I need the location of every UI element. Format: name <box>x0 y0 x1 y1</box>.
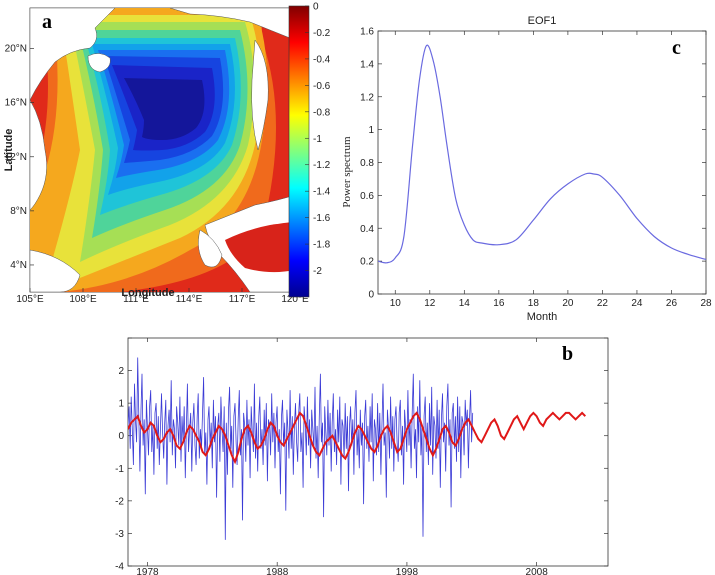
spectrum-y-tick-label: 0 <box>368 290 374 301</box>
spectrum-x-tick-label: 26 <box>666 298 678 309</box>
panel-label-a: a <box>42 11 52 33</box>
spectrum-x-tick-label: 20 <box>562 298 574 309</box>
map-x-tick-label: 108°E <box>69 294 97 305</box>
timeseries-x-tick-label: 1988 <box>266 567 289 575</box>
map-y-ticks: 4°N 8°N 12°N 16°N 20°N <box>5 44 34 271</box>
colorbar-tick-label: -0.4 <box>313 54 331 65</box>
colorbar-tick-label: -1 <box>313 134 322 145</box>
map-x-tick-label: 114°E <box>176 294 203 305</box>
timeseries-y-tick-label: 2 <box>118 366 124 377</box>
spectrum-x-label: Month <box>527 311 558 323</box>
spectrum-x-tick-label: 10 <box>390 298 402 309</box>
spectrum-y-tick-label: 0.8 <box>360 158 374 169</box>
timeseries-smoothed-line <box>128 411 587 465</box>
timeseries-x-tick-label: 2008 <box>526 567 549 575</box>
timeseries-y-tick-label: -3 <box>115 529 124 540</box>
spectrum-title: EOF1 <box>528 15 557 27</box>
timeseries-x-tick-label: 1978 <box>136 567 159 575</box>
map-y-tick-label: 12°N <box>5 152 27 163</box>
colorbar-tick-label: -0.6 <box>313 81 331 92</box>
colorbar-tick-label: -2 <box>313 266 322 277</box>
timeseries-y-tick-label: 0 <box>118 431 124 442</box>
spectrum-x-tick-label: 14 <box>459 298 471 309</box>
panel-b: 1978 1988 1998 2008 -4 -3 -2 -1 0 1 2 b <box>115 337 609 575</box>
colorbar-tick-label: -0.2 <box>313 28 331 39</box>
colorbar-tick-label: -1.6 <box>313 213 331 224</box>
spectrum-y-tick-label: 0.4 <box>360 224 374 235</box>
panel-label-c: c <box>672 37 681 59</box>
spectrum-y-tick-label: 0.2 <box>360 257 374 268</box>
colorbar-tick-label: -1.4 <box>313 187 331 198</box>
timeseries-y-tick-label: -1 <box>115 464 124 475</box>
colorbar-ticks: 0 -0.2 -0.4 -0.6 -0.8 -1 -1.2 -1.4 -1.6 -1.8 -2 <box>305 2 331 277</box>
map-field <box>30 8 295 292</box>
timeseries-monthly-line <box>128 357 474 540</box>
timeseries-x-ticks: 1978 1988 1998 2008 <box>136 338 548 575</box>
spectrum-x-ticks: 10 12 14 16 18 20 22 24 26 28 <box>390 31 712 309</box>
map-y-label: Latitude <box>3 129 15 172</box>
spectrum-y-ticks: 0 0.2 0.4 0.6 0.8 1 1.2 1.4 1.6 <box>360 27 706 301</box>
panel-c: EOF1 10 12 14 16 18 20 22 24 26 28 0 0.2 0.4 0.6 0.8 1… <box>341 15 712 323</box>
map-y-tick-label: 4°N <box>10 260 27 271</box>
timeseries-x-tick-label: 1998 <box>396 567 419 575</box>
spectrum-x-tick-label: 18 <box>528 298 540 309</box>
spectrum-frame <box>377 30 707 295</box>
colorbar-tick-label: -1.2 <box>313 160 331 171</box>
spectrum-y-tick-label: 1.6 <box>360 27 374 38</box>
spectrum-y-tick-label: 1 <box>368 125 374 136</box>
map-x-tick-label: 111°E <box>123 294 149 305</box>
map-x-label: Longitude <box>121 287 174 299</box>
map-y-tick-label: 16°N <box>5 98 27 109</box>
timeseries-y-tick-label: -4 <box>115 562 124 573</box>
panel-label-b: b <box>562 343 573 365</box>
map-x-tick-label: 120°E <box>281 294 309 305</box>
colorbar-tick-label: 0 <box>313 2 319 13</box>
timeseries-frame <box>127 337 609 567</box>
map-y-tick-label: 8°N <box>10 206 27 217</box>
panel-a: 105°E 108°E 111°E 114°E 117°E 120°E 4°N 8°N 12°… <box>3 2 331 306</box>
spectrum-x-tick-label: 12 <box>424 298 436 309</box>
map-x-tick-label: 117°E <box>229 294 256 305</box>
map-x-ticks: 105°E 108°E 111°E 114°E 117°E 120°E <box>16 288 309 305</box>
colorbar <box>288 5 310 298</box>
spectrum-y-tick-label: 1.2 <box>360 92 374 103</box>
spectrum-y-tick-label: 1.4 <box>360 59 374 70</box>
spectrum-y-tick-label: 0.6 <box>360 191 374 202</box>
spectrum-y-label: Power spectrum <box>341 136 353 208</box>
spectrum-x-tick-label: 22 <box>597 298 609 309</box>
colorbar-tick-label: -0.8 <box>313 107 331 118</box>
timeseries-y-tick-label: -2 <box>115 496 124 507</box>
colorbar-tick-label: -1.8 <box>313 240 331 251</box>
spectrum-x-tick-label: 24 <box>631 298 643 309</box>
spectrum-x-tick-label: 16 <box>493 298 505 309</box>
timeseries-y-ticks: -4 -3 -2 -1 0 1 2 <box>115 337 608 573</box>
map-y-tick-label: 20°N <box>5 44 27 55</box>
timeseries-y-tick-label: 1 <box>118 399 124 410</box>
map-x-tick-label: 105°E <box>16 294 44 305</box>
spectrum-series-line <box>377 44 707 264</box>
spectrum-x-tick-label: 28 <box>700 298 712 309</box>
